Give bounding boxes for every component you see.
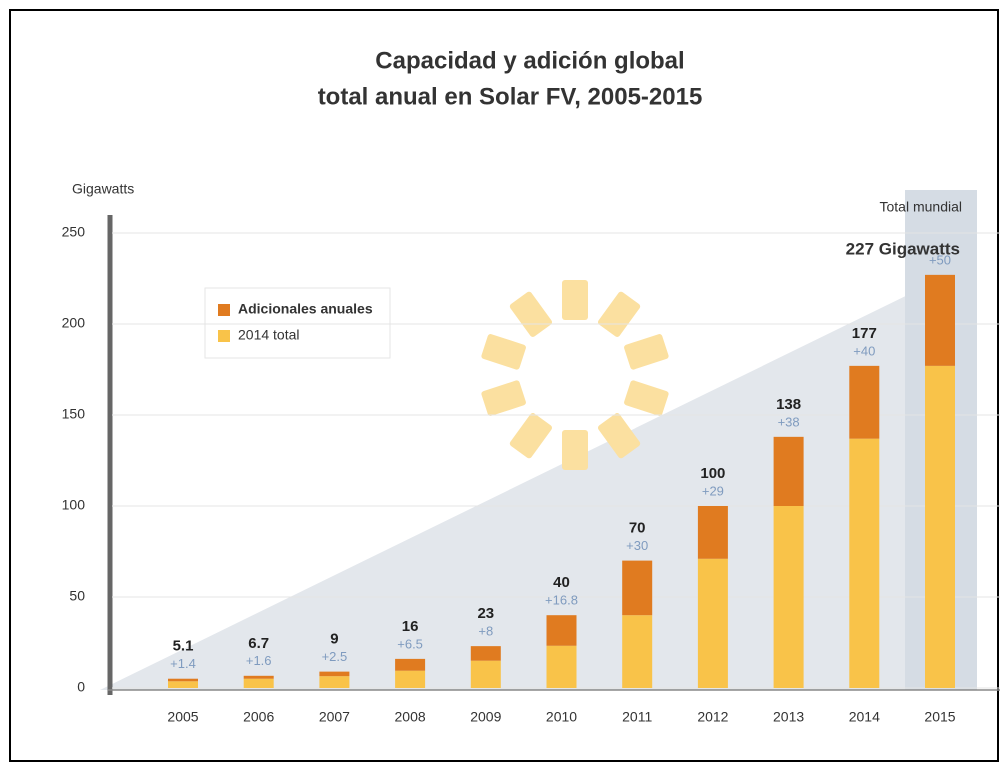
y-tick-label: 0 bbox=[77, 679, 85, 695]
total-label: 5.1 bbox=[173, 638, 194, 655]
legend bbox=[204, 287, 391, 359]
x-tick-label: 2013 bbox=[773, 709, 804, 725]
annotation: 227 Gigawatts bbox=[846, 239, 960, 258]
bar-segment bbox=[697, 558, 728, 688]
total-label: 70 bbox=[629, 520, 646, 537]
total-label: 9 bbox=[330, 631, 338, 648]
y-tick-label: 200 bbox=[62, 315, 86, 331]
y-axis-label: Gigawatts bbox=[72, 181, 134, 197]
bar-segment bbox=[773, 436, 804, 506]
total-label: 16 bbox=[402, 618, 419, 635]
sun-ray bbox=[624, 334, 669, 370]
data-label: +1.4 bbox=[170, 656, 196, 671]
x-tick-label: 2007 bbox=[319, 709, 350, 725]
data-label: +38 bbox=[778, 414, 800, 429]
x-tick-label: 2008 bbox=[395, 709, 426, 725]
data-label: +8 bbox=[478, 624, 493, 639]
sun-ray bbox=[624, 380, 669, 416]
legend-label: Adicionales anuales bbox=[238, 301, 373, 317]
bar-segment bbox=[470, 660, 501, 688]
legend-swatch bbox=[218, 304, 230, 316]
total-label: 23 bbox=[477, 605, 494, 622]
data-label: +6.5 bbox=[397, 636, 423, 651]
data-label: +40 bbox=[853, 343, 875, 358]
legend-label: 2014 total bbox=[238, 327, 300, 343]
bar-segment bbox=[546, 645, 577, 688]
data-label: +16.8 bbox=[545, 593, 578, 608]
bar-segment bbox=[319, 671, 350, 677]
bar-segment bbox=[243, 675, 274, 679]
total-label: 138 bbox=[776, 396, 801, 413]
x-tick-label: 2012 bbox=[697, 709, 728, 725]
data-label: +29 bbox=[702, 483, 724, 498]
total-label: 100 bbox=[700, 465, 725, 482]
sun-ray bbox=[509, 413, 552, 459]
bar-segment bbox=[546, 615, 577, 646]
bar-segment bbox=[168, 681, 198, 688]
bar-segment bbox=[470, 646, 501, 661]
data-label: +30 bbox=[626, 538, 648, 553]
bar-segment bbox=[243, 678, 274, 688]
y-tick-label: 150 bbox=[62, 406, 86, 422]
y-tick-label: 250 bbox=[62, 224, 86, 240]
total-label: 177 bbox=[852, 325, 877, 342]
sun-ray bbox=[562, 280, 588, 320]
x-tick-label: 2005 bbox=[167, 709, 198, 725]
sun-ray bbox=[562, 430, 588, 470]
bar-segment bbox=[849, 365, 880, 439]
annotation: Total mundial bbox=[880, 199, 963, 215]
data-label: +50 bbox=[929, 252, 951, 267]
total-label: 6.7 bbox=[248, 635, 269, 652]
chart-title: total anual en Solar FV, 2005-2015 bbox=[318, 83, 703, 110]
bar-segment bbox=[395, 658, 426, 671]
bar-segment bbox=[773, 506, 804, 688]
x-tick-label: 2006 bbox=[243, 709, 274, 725]
bar-segment bbox=[849, 438, 880, 688]
sun bbox=[481, 280, 669, 470]
x-tick-label: 2014 bbox=[849, 709, 880, 725]
y-tick-label: 100 bbox=[62, 497, 86, 513]
x-tick-label: 2015 bbox=[924, 709, 955, 725]
data-label: +1.6 bbox=[246, 653, 272, 668]
trend-area bbox=[100, 262, 975, 690]
bar-segment bbox=[622, 615, 653, 688]
bar-segment bbox=[697, 506, 728, 559]
bar-segment bbox=[622, 560, 653, 616]
x-tick-label: 2010 bbox=[546, 709, 577, 725]
bar-segment bbox=[925, 365, 955, 688]
bar-segment bbox=[168, 678, 198, 682]
total-label: 40 bbox=[553, 574, 570, 591]
sun-ray bbox=[481, 380, 526, 416]
sun-ray bbox=[598, 291, 641, 337]
bar-segment bbox=[925, 274, 955, 366]
legend-swatch bbox=[218, 330, 230, 342]
data-label: +2.5 bbox=[322, 649, 348, 664]
bar-segment bbox=[395, 670, 426, 688]
chart-title: Capacidad y adición global bbox=[375, 47, 684, 74]
sun-ray bbox=[481, 334, 526, 370]
x-tick-label: 2009 bbox=[470, 709, 501, 725]
y-tick-label: 50 bbox=[69, 588, 85, 604]
bar-segment bbox=[319, 676, 350, 688]
sun-ray bbox=[598, 413, 641, 459]
sun-ray bbox=[509, 291, 552, 337]
x-tick-label: 2011 bbox=[622, 709, 652, 725]
